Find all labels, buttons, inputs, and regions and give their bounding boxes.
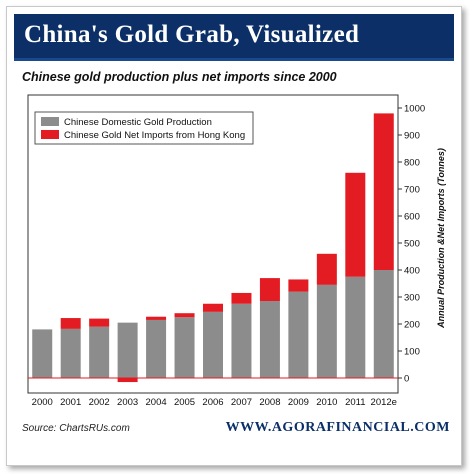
chart-subtitle: Chinese gold production plus net imports…: [22, 70, 337, 84]
title-banner: China's Gold Grab, Visualized: [14, 14, 454, 61]
page-title: China's Gold Grab, Visualized: [24, 21, 359, 49]
source-note: Source: ChartsRUs.com: [22, 423, 130, 434]
website-link[interactable]: WWW.AGORAFINANCIAL.COM: [226, 420, 450, 436]
